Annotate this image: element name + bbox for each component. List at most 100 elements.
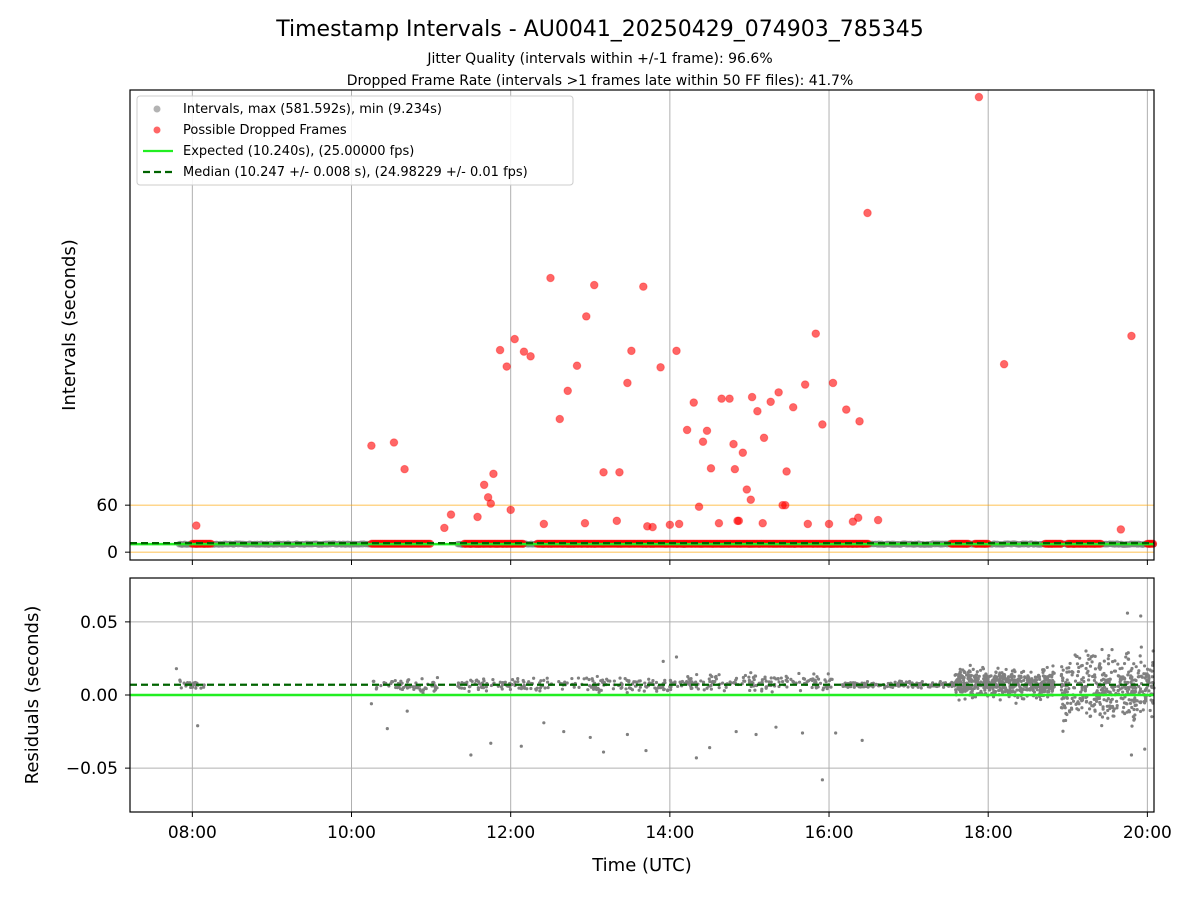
residual-point — [1134, 665, 1138, 669]
residual-point — [830, 677, 834, 681]
residual-point — [1003, 673, 1007, 677]
bottom-y-tick-label: 0.05 — [80, 613, 118, 633]
residual-point — [851, 681, 855, 685]
residual-point — [769, 676, 773, 680]
residual-point — [1147, 689, 1151, 693]
residual-point — [816, 677, 821, 681]
residual-point — [967, 669, 971, 673]
residual-point — [962, 688, 967, 692]
residual-point — [957, 675, 962, 680]
dropped-frame-point — [580, 518, 590, 528]
residual-point — [527, 680, 531, 684]
dropped-frame-point — [729, 439, 738, 449]
residual-point — [194, 686, 198, 690]
residual-point — [503, 680, 507, 684]
residual-point — [516, 680, 520, 684]
residual-point — [435, 686, 439, 690]
residual-point — [642, 689, 646, 693]
residual-point — [532, 676, 536, 680]
residual-point — [1090, 660, 1094, 664]
residual-point — [1043, 688, 1047, 692]
residual-point — [560, 687, 565, 691]
residual-point — [1098, 700, 1102, 705]
residual-point — [591, 687, 596, 691]
residual-point — [971, 667, 975, 671]
residual-point — [1150, 715, 1154, 719]
residual-point — [760, 678, 765, 682]
residual-point — [1138, 709, 1143, 714]
residual-point — [734, 678, 738, 682]
intervals-axes-frame — [129, 89, 1155, 561]
residual-point — [421, 688, 425, 692]
residual-point — [1065, 678, 1069, 682]
residual-point — [709, 687, 713, 691]
residual-point — [1059, 672, 1064, 677]
residual-point — [774, 725, 778, 729]
residual-point — [1033, 675, 1038, 679]
residual-point — [1114, 699, 1119, 703]
residual-point — [996, 678, 1000, 682]
residual-point — [1093, 675, 1097, 679]
residual-point — [432, 689, 436, 693]
dropped-frame-point — [486, 499, 496, 508]
dropped-frame-point — [863, 208, 872, 218]
residual-point — [1086, 653, 1090, 657]
residual-point — [1022, 678, 1026, 682]
residual-point — [1106, 657, 1110, 661]
residual-point — [491, 677, 495, 682]
dropped-frame-point — [855, 417, 864, 426]
residual-point — [546, 680, 550, 684]
residual-point — [663, 678, 667, 682]
residual-point — [1001, 677, 1005, 681]
residual-point — [1069, 701, 1073, 706]
dropped-frame-point — [818, 420, 827, 429]
residual-point — [713, 675, 718, 679]
residual-point — [1088, 714, 1092, 718]
residual-point — [498, 680, 502, 684]
residual-point — [975, 670, 979, 674]
residual-point — [818, 681, 823, 685]
dropped-frame-point — [788, 402, 798, 412]
residual-point — [1109, 670, 1114, 674]
residual-point — [1125, 689, 1130, 693]
residual-point — [1061, 729, 1065, 733]
residual-point — [1134, 703, 1138, 707]
residual-point — [764, 679, 768, 683]
residual-point — [717, 673, 721, 677]
residual-point — [1030, 678, 1034, 682]
dropped-frame-point — [706, 464, 716, 473]
residual-point — [1102, 698, 1106, 702]
residual-point — [1045, 678, 1049, 682]
residual-point — [780, 680, 785, 684]
residual-point — [1031, 685, 1036, 689]
residual-point — [724, 685, 728, 689]
residual-point — [1041, 685, 1045, 689]
residual-point — [591, 679, 595, 683]
residual-point — [469, 753, 473, 757]
residual-point — [982, 679, 986, 683]
residual-point — [435, 675, 440, 680]
residual-point — [710, 674, 714, 679]
residual-point — [460, 680, 464, 685]
residual-point — [1103, 680, 1108, 684]
residual-point — [1100, 715, 1105, 719]
x-tick-label-10:00: 10:00 — [327, 823, 376, 843]
residual-point — [956, 680, 960, 684]
residual-point — [1036, 675, 1040, 679]
dropped-frame-point — [479, 480, 489, 490]
dropped-frame-point — [782, 467, 791, 476]
residual-point — [1088, 701, 1092, 705]
residual-point — [1063, 691, 1067, 695]
residual-point — [984, 672, 988, 676]
residual-point — [1076, 708, 1081, 712]
residual-point — [1115, 706, 1119, 710]
dropped-frame-point — [828, 378, 838, 388]
residual-point — [1038, 677, 1042, 681]
residual-point — [1124, 655, 1128, 659]
residual-point — [957, 698, 961, 702]
residual-point — [1105, 699, 1109, 703]
residual-point — [976, 686, 980, 690]
residual-point — [597, 690, 601, 694]
residual-point — [897, 684, 901, 688]
residual-point — [517, 686, 521, 690]
